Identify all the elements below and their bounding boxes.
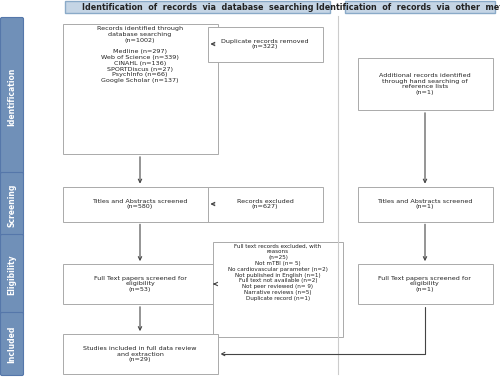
Text: Studies included in full data review
and extraction
(n=29): Studies included in full data review and… (83, 346, 197, 362)
Bar (208, 187, 322, 222)
Bar (213, 242, 343, 336)
Text: Included: Included (8, 325, 16, 362)
Text: Identification  of  records  via  other  methods: Identification of records via other meth… (316, 3, 500, 12)
Text: Titles and Abstracts screened
(n=1): Titles and Abstracts screened (n=1) (378, 199, 473, 209)
FancyBboxPatch shape (0, 18, 24, 175)
Bar (208, 26, 322, 61)
Bar (345, 1, 495, 13)
Text: Full Text papers screened for
eligibility
(n=1): Full Text papers screened for eligibilit… (378, 276, 472, 292)
Bar (358, 264, 492, 304)
Text: Full Text papers screened for
eligibility
(n=53): Full Text papers screened for eligibilit… (94, 276, 186, 292)
FancyBboxPatch shape (0, 313, 24, 376)
Text: Eligibility: Eligibility (8, 255, 16, 295)
Text: Duplicate records removed
(n=322): Duplicate records removed (n=322) (221, 39, 309, 50)
Bar (62, 264, 218, 304)
Text: Records identified through
database searching
(n=1002)

Medline (n=297)
Web of S: Records identified through database sear… (97, 26, 183, 83)
Text: Full text records excluded, with
reasons
(n=25)
Not mTBI (n= 5)
No cardiovascula: Full text records excluded, with reasons… (228, 243, 328, 301)
Bar (62, 187, 218, 222)
Bar (62, 334, 218, 374)
Text: Identification  of  records  via  database  searching: Identification of records via database s… (82, 3, 313, 12)
Bar (358, 58, 492, 110)
Bar (358, 187, 492, 222)
Bar (65, 1, 330, 13)
Text: Additional records identified
through hand searching of
reference lists
(n=1): Additional records identified through ha… (379, 73, 471, 95)
Text: Records excluded
(n=627): Records excluded (n=627) (236, 199, 294, 209)
Text: Titles and Abstracts screened
(n=580): Titles and Abstracts screened (n=580) (92, 199, 188, 209)
FancyBboxPatch shape (0, 235, 24, 316)
FancyBboxPatch shape (0, 172, 24, 237)
Text: Identification: Identification (8, 67, 16, 126)
Bar (62, 24, 218, 154)
Text: Screening: Screening (8, 183, 16, 227)
